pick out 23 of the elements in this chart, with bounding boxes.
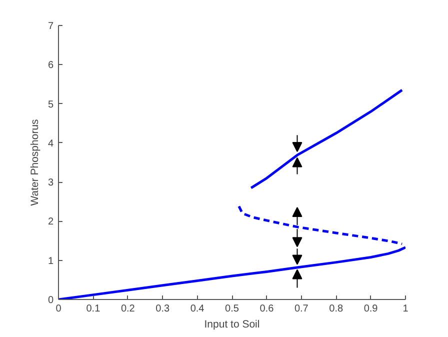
x-tick-label: 1 (402, 304, 409, 314)
y-tick-label: 0 (48, 295, 54, 306)
y-tick-label: 3 (48, 178, 54, 189)
y-tick-label: 1 (48, 256, 54, 267)
x-tick-label: 0 (56, 304, 62, 314)
y-tick-label: 4 (48, 138, 54, 150)
y-axis-title: Water Phosphorus (28, 119, 41, 206)
y-tick-label: 6 (48, 60, 54, 72)
x-tick-label: 0.8 (329, 304, 344, 314)
x-tick-label: 0.5 (225, 304, 240, 314)
y-tick-label: 5 (48, 99, 54, 110)
line-series (238, 205, 404, 246)
x-tick-label: 0.9 (364, 304, 378, 314)
line-series (250, 88, 404, 190)
x-tick-label: 0.3 (156, 304, 170, 314)
x-tick-label: 0.1 (86, 304, 101, 314)
x-tick-label: 0.2 (120, 304, 136, 314)
y-tick-label: 2 (48, 216, 54, 228)
x-tick-label: 0.4 (190, 304, 205, 314)
x-tick-label: 0.6 (260, 304, 274, 314)
y-tick-label: 7 (48, 21, 54, 32)
x-tick-label: 0.7 (294, 304, 309, 314)
x-axis-title: Input to Soil (204, 318, 260, 330)
